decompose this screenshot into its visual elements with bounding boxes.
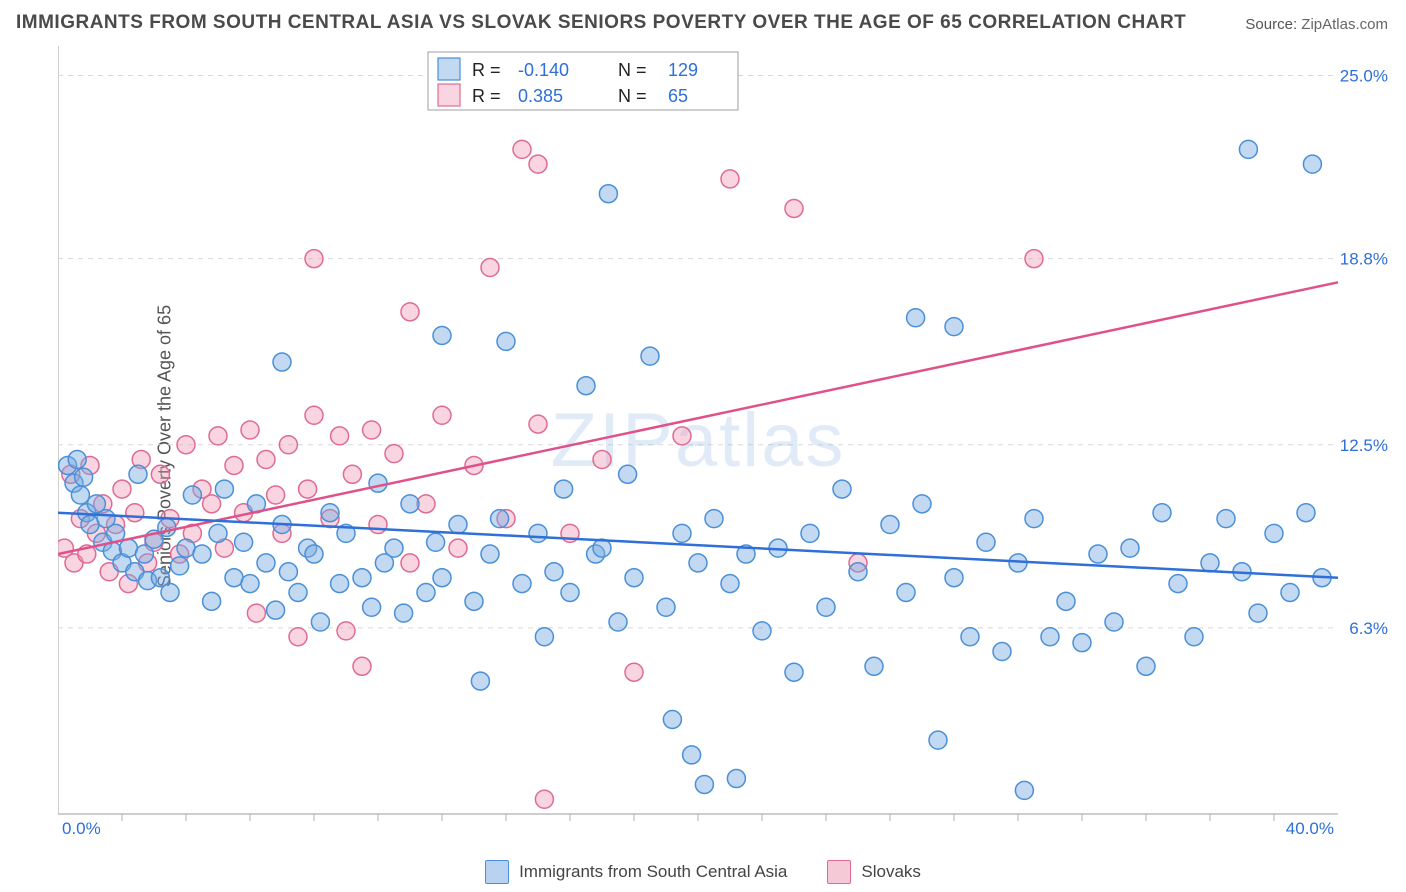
scatter-plot: ZIPatlas 6.3%12.5%18.8%25.0% 0.0% 40.0% … [58,46,1392,836]
legend-swatch-pink [827,860,851,884]
legend-r-label-2: R = [472,86,501,106]
source-link[interactable]: ZipAtlas.com [1301,16,1388,33]
legend-n-value-1: 129 [668,60,698,80]
plot-svg: ZIPatlas 6.3%12.5%18.8%25.0% 0.0% 40.0% … [58,46,1392,836]
chart-container: IMMIGRANTS FROM SOUTH CENTRAL ASIA VS SL… [0,0,1406,892]
y-axis-tick-labels: 6.3% 12.5% 18.8% 25.0% [1340,67,1388,638]
legend-entry-immigrants: Immigrants from South Central Asia [485,860,787,884]
legend-r-value-1: -0.140 [518,60,569,80]
svg-text:6.3%: 6.3% [1349,619,1388,638]
source-label: Source: [1245,16,1297,33]
svg-text:25.0%: 25.0% [1340,67,1388,86]
legend-r-label-1: R = [472,60,501,80]
legend-entry-slovaks: Slovaks [827,860,921,884]
legend-label-slovaks: Slovaks [861,862,921,882]
correlation-legend: R = -0.140 N = 129 R = 0.385 N = 65 [428,52,738,110]
x-ticks [122,814,1274,821]
legend-label-immigrants: Immigrants from South Central Asia [519,862,787,882]
legend-swatch-blue [485,860,509,884]
series-legend: Immigrants from South Central Asia Slova… [0,860,1406,884]
svg-text:12.5%: 12.5% [1340,436,1388,455]
x-axis-min-label: 0.0% [62,819,101,836]
legend-swatch-slovaks [438,84,460,106]
trend-line-slovaks [58,282,1338,554]
legend-swatch-immigrants [438,58,460,80]
legend-r-value-2: 0.385 [518,86,563,106]
svg-text:18.8%: 18.8% [1340,250,1388,269]
legend-n-label-2: N = [618,86,647,106]
chart-title: IMMIGRANTS FROM SOUTH CENTRAL ASIA VS SL… [16,12,1186,34]
source-attribution: Source: ZipAtlas.com [1245,16,1388,33]
legend-n-value-2: 65 [668,86,688,106]
x-axis-max-label: 40.0% [1286,819,1334,836]
legend-n-label-1: N = [618,60,647,80]
